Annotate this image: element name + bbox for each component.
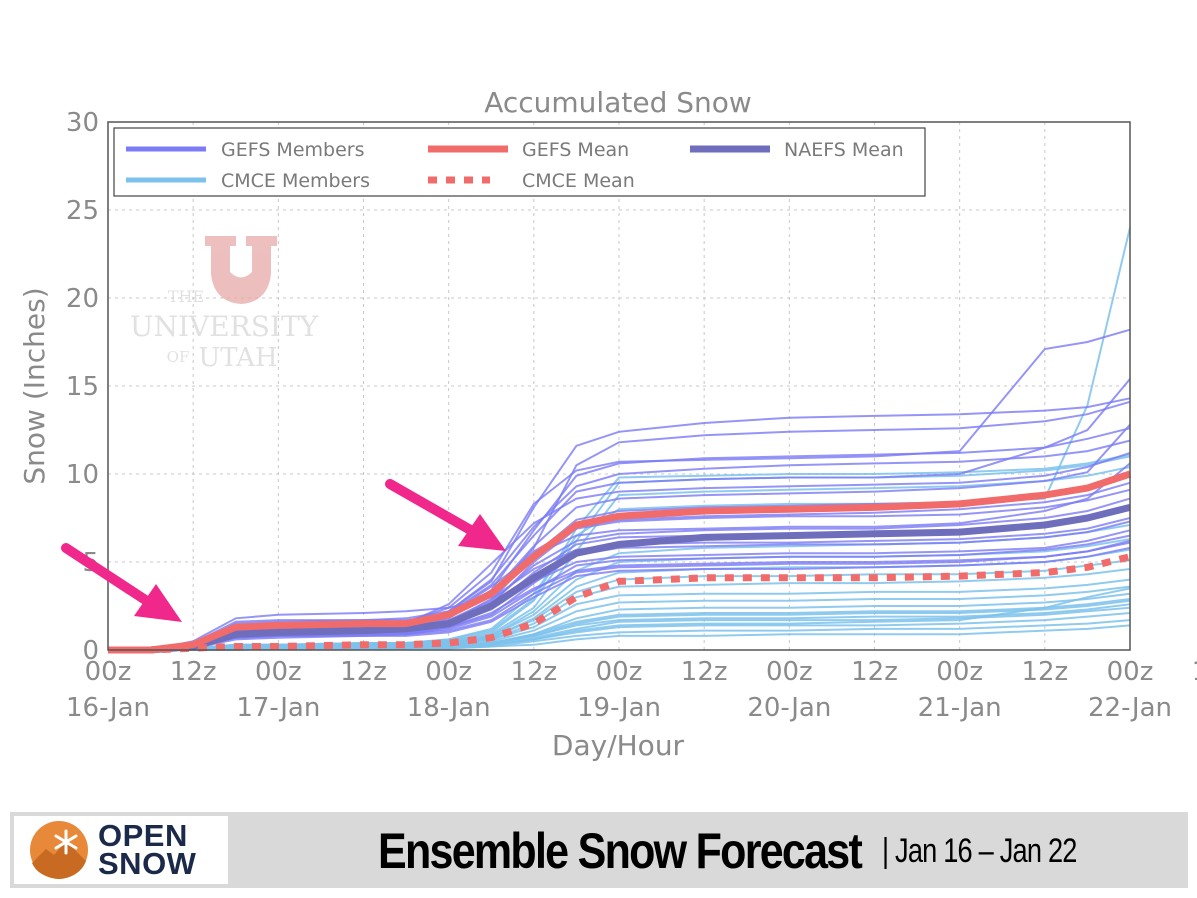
logo-line-snow: SNOW bbox=[98, 846, 197, 881]
y-tick-label: 10 bbox=[66, 460, 99, 490]
x-tick-hour-label: 00z bbox=[936, 657, 983, 687]
watermark-of: OF bbox=[167, 348, 190, 366]
y-axis-label: Snow (Inches) bbox=[18, 287, 51, 484]
x-tick-hour-label: 00z bbox=[596, 657, 643, 687]
x-tick-day-label: 22-Jan bbox=[1088, 693, 1172, 723]
x-tick-hour-label: 00z bbox=[766, 657, 813, 687]
university-of-utah-watermark: THE UNIVERSITY OF UTAH bbox=[130, 236, 319, 373]
series-layer bbox=[108, 227, 1132, 654]
legend-label-gefs-mean: GEFS Mean bbox=[522, 139, 629, 161]
watermark-the: THE bbox=[168, 287, 204, 306]
y-tick-label: 15 bbox=[66, 372, 99, 402]
y-tick-label: 20 bbox=[66, 284, 99, 314]
snowflake-mountain-icon bbox=[30, 821, 88, 879]
x-tick-hour-label: 12z bbox=[1021, 657, 1068, 687]
y-tick-label: 0 bbox=[82, 636, 99, 666]
plot-frame bbox=[107, 121, 1131, 651]
cmce-mean-line bbox=[108, 553, 1131, 654]
x-tick-hour-label: 00z bbox=[85, 657, 132, 687]
legend-label-naefs-mean: NAEFS Mean bbox=[784, 139, 904, 161]
watermark-utah: UTAH bbox=[198, 343, 277, 373]
banner-title: Ensemble Snow Forecast | Jan 16 – Jan 22 bbox=[378, 818, 1125, 884]
x-tick-hour-label: 00z bbox=[425, 657, 472, 687]
arrow-second-storm bbox=[385, 479, 506, 551]
opensnow-wordmark: OPEN SNOW bbox=[98, 818, 197, 881]
x-tick-day-label: 21-Jan bbox=[918, 693, 1002, 723]
x-tick-hour-label: 00z bbox=[1107, 657, 1154, 687]
annotation-arrows bbox=[61, 479, 506, 622]
chart-title: Accumulated Snow bbox=[484, 86, 752, 119]
x-tick-day-label: 18-Jan bbox=[407, 693, 491, 723]
x-tick-hour-label: 00z bbox=[255, 657, 302, 687]
utah-u-logo bbox=[205, 236, 277, 304]
x-tick-day-label: 20-Jan bbox=[747, 693, 831, 723]
chart-legend: GEFS Members GEFS Mean NAEFS Mean CMCE M… bbox=[113, 127, 926, 197]
x-tick-hour-label: 12z bbox=[681, 657, 728, 687]
x-tick-hour-label: 12z bbox=[851, 657, 898, 687]
x-tick-day-label: 16-Jan bbox=[66, 693, 150, 723]
x-tick-hour-label: 12z bbox=[340, 657, 387, 687]
naefs-mean-line bbox=[108, 504, 1131, 654]
banner-main-title: Ensemble Snow Forecast bbox=[378, 823, 863, 879]
gefs-mean-line bbox=[108, 470, 1132, 654]
x-tick-hour-label: 12z bbox=[510, 657, 557, 687]
accumulated-snow-chart: Accumulated Snow THE UNIVERSITY OF UTAH … bbox=[18, 86, 1197, 762]
x-tick-day-label: 19-Jan bbox=[577, 693, 661, 723]
y-tick-labels: 051015202530 bbox=[66, 108, 99, 666]
x-tick-hour-label: 12z bbox=[170, 657, 217, 687]
legend-box bbox=[113, 127, 926, 197]
x-tick-day-label: 17-Jan bbox=[236, 693, 320, 723]
legend-label-cmce-mean: CMCE Mean bbox=[522, 170, 635, 192]
x-tick-labels: 00z 12z 00z 12z 00z 12z 00z 12z 00z 12z 00z 12z 00z 1… bbox=[66, 657, 1197, 723]
x-tick-hour-label: 12z bbox=[1192, 657, 1197, 687]
opensnow-logo: OPEN SNOW bbox=[14, 816, 228, 884]
gefs-member-line bbox=[108, 400, 1131, 651]
y-tick-label: 25 bbox=[66, 196, 99, 226]
legend-label-cmce-members: CMCE Members bbox=[221, 170, 370, 192]
legend-label-gefs-members: GEFS Members bbox=[221, 139, 364, 161]
gefs-member-line bbox=[108, 546, 1131, 651]
banner-date-range: | Jan 16 – Jan 22 bbox=[881, 831, 1077, 870]
gefs-member-line bbox=[108, 397, 1131, 651]
x-axis-label: Day/Hour bbox=[552, 729, 685, 762]
watermark-university: UNIVERSITY bbox=[130, 310, 319, 343]
logo-line-open: OPEN bbox=[98, 818, 188, 853]
arrow-first-storm bbox=[61, 543, 182, 622]
y-tick-label: 30 bbox=[66, 108, 99, 138]
